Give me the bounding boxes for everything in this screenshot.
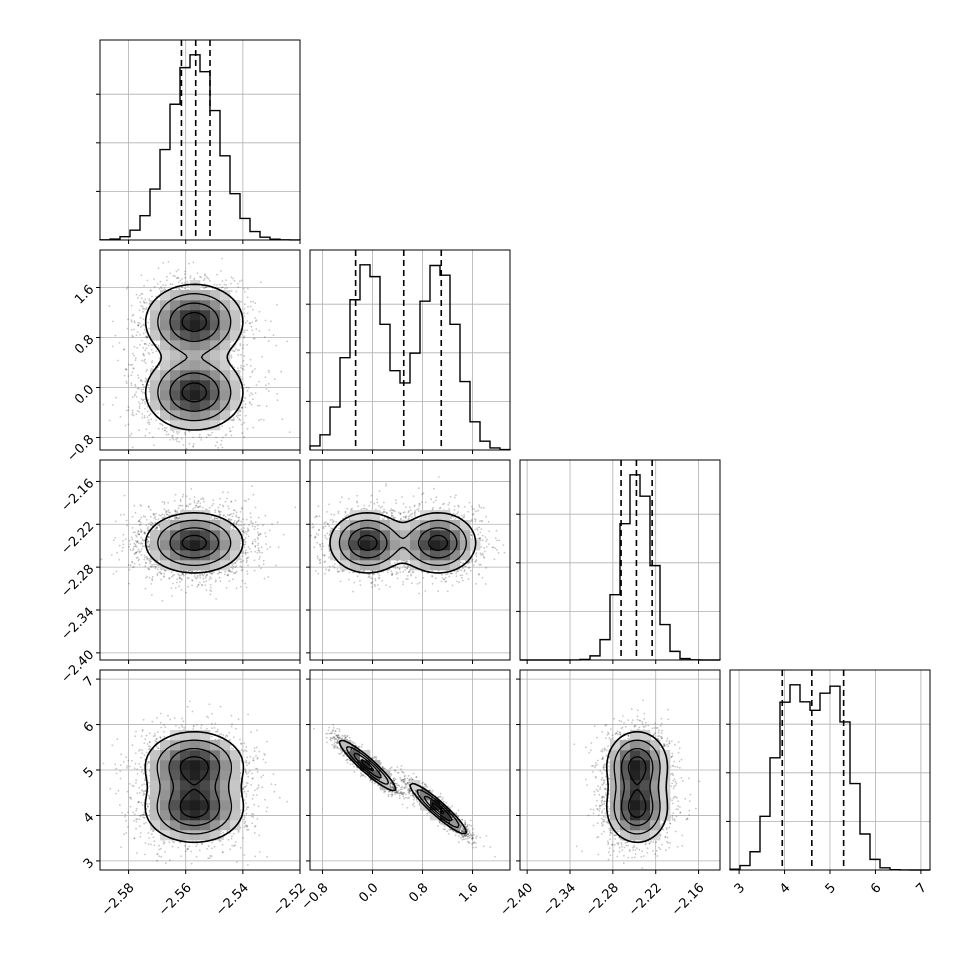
- contour-level-1: [627, 756, 647, 818]
- x-tick-label: −2.58: [99, 880, 138, 919]
- grid: [520, 460, 720, 660]
- contour-level-2: [169, 302, 220, 412]
- contour-level-2: [353, 752, 453, 822]
- x-tick-label: −2.16: [669, 880, 708, 919]
- contour-level-3: [346, 746, 460, 829]
- panel-frame: [519, 459, 721, 661]
- panel-frame: [309, 459, 511, 661]
- y-tick-label: 6: [81, 719, 97, 735]
- x-tick-label: 5: [823, 880, 839, 896]
- histogram-panel-param-1: [96, 39, 301, 244]
- x-tick-label: 1.6: [456, 880, 481, 905]
- panel-frame: [99, 669, 301, 871]
- contour-level-1: [181, 534, 208, 551]
- scatter-panel-param-1-vs-param-3: −2.40−2.34−2.28−2.22−2.16: [59, 459, 301, 686]
- density-shading: [150, 730, 241, 841]
- contour-level-1: [181, 311, 208, 403]
- panel-frame: [519, 669, 721, 871]
- x-tick-label: −2.40: [497, 880, 536, 919]
- contour-level-2: [168, 747, 221, 827]
- contour-level-1: [179, 756, 209, 818]
- y-tick-label: −0.8: [64, 432, 97, 465]
- contour-level-4: [338, 739, 467, 835]
- y-tick-label: 1.6: [72, 282, 97, 307]
- x-tick-label: 6: [868, 880, 884, 896]
- y-tick-label: 3: [81, 856, 97, 872]
- contour-level-4: [606, 731, 669, 844]
- y-tick-label: −2.16: [59, 476, 98, 515]
- x-tick-label: 7: [913, 880, 929, 896]
- x-tick-label: 3: [732, 880, 748, 896]
- contour-level-3: [157, 519, 232, 567]
- x-tick-label: 4: [777, 880, 793, 896]
- panel-frame: [99, 39, 301, 241]
- y-tick-label: 0.8: [72, 332, 97, 357]
- scatter-panel-param-2-vs-param-3: [306, 459, 511, 664]
- contour-lines: [144, 283, 244, 431]
- contour-lines: [338, 739, 467, 835]
- contour-lines: [329, 511, 477, 574]
- contour-level-1: [360, 759, 445, 815]
- contour-level-3: [613, 739, 661, 835]
- contour-level-3: [157, 293, 232, 422]
- contour-level-2: [620, 747, 654, 827]
- y-tick-label: 4: [81, 810, 97, 826]
- density-shading: [150, 280, 241, 431]
- contour-level-2: [348, 527, 458, 559]
- histogram-step-param-1: [99, 54, 301, 241]
- grid: [310, 250, 510, 450]
- histogram-panel-param-4: 3 4 5 6 7: [726, 669, 931, 897]
- contour-level-4: [144, 283, 244, 431]
- contour-level-3: [338, 519, 467, 567]
- x-tick-label: −0.8: [299, 880, 332, 913]
- panel-frame: [99, 459, 301, 661]
- contour-lines: [144, 511, 244, 574]
- histogram-panel-param-3: [516, 459, 721, 664]
- contour-lines: [606, 731, 669, 844]
- contour-level-4: [144, 511, 244, 574]
- y-tick-label: 7: [81, 674, 97, 690]
- contour-level-4: [329, 511, 477, 574]
- x-tick-label: 0.0: [356, 880, 381, 905]
- histogram-panel-param-2: [306, 249, 511, 454]
- x-tick-label: 0.8: [406, 880, 431, 905]
- panel-frame: [309, 669, 511, 871]
- x-tick-label: −2.54: [213, 880, 252, 919]
- grid: [730, 670, 930, 870]
- histogram-step-param-2: [309, 264, 511, 451]
- contour-lines: [144, 731, 245, 844]
- scatter-panel-param-3-vs-param-4: −2.40 −2.34 −2.28 −2.22 −2.16: [497, 669, 721, 919]
- scatter-panel-param-2-vs-param-4: −0.8 0.0 0.8 1.6: [299, 669, 511, 913]
- y-tick-label: 5: [81, 765, 97, 781]
- contour-level-1: [357, 534, 449, 551]
- x-tick-label: −2.22: [626, 880, 665, 919]
- panel-frame: [99, 249, 301, 451]
- y-tick-label: −2.34: [59, 605, 98, 644]
- x-tick-label: −2.56: [156, 880, 195, 919]
- y-tick-label: 0.0: [72, 382, 97, 407]
- panel-frame: [309, 249, 511, 451]
- y-tick-label: −2.22: [59, 519, 98, 558]
- contour-level-4: [144, 731, 245, 844]
- scatter-panel-param-1-vs-param-2: −0.8 0.0 0.8 1.6: [64, 249, 301, 465]
- contour-level-2: [169, 527, 220, 559]
- contour-level-3: [156, 739, 233, 835]
- histogram-step-param-3: [520, 474, 720, 661]
- sample-points: [310, 720, 496, 858]
- y-tick-label: −2.28: [59, 562, 98, 601]
- x-tick-label: −2.28: [583, 880, 622, 919]
- grid: [310, 670, 510, 870]
- x-tick-label: −2.34: [540, 880, 579, 919]
